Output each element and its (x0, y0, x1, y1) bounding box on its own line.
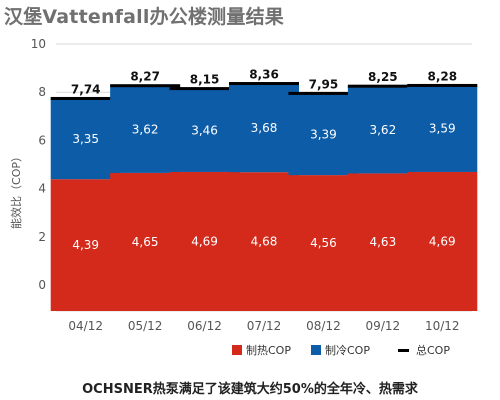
total-value-label: 8,27 (130, 70, 160, 84)
bar-cooling (407, 85, 478, 172)
bars: 4,39 3,35 7,74 4,65 3,62 8,27 4,69 3,46 8,15 4,68… (50, 68, 478, 311)
x-axis-ticks: 04/12 05/12 06/12 07/12 08/12 09/12 10/12 (68, 319, 459, 333)
total-marker (288, 91, 359, 95)
total-marker (110, 84, 181, 88)
bar-heating (50, 179, 121, 311)
bar-cooling (50, 98, 121, 180)
x-tick-label: 10/12 (425, 319, 460, 333)
cooling-value-label: 3,35 (72, 132, 99, 146)
bar-cooling (169, 88, 240, 172)
y-tick-label: 0 (38, 278, 46, 292)
legend-swatch (398, 349, 409, 352)
total-value-label: 7,95 (309, 77, 339, 91)
y-tick-label: 6 (38, 133, 46, 147)
y-axis-label: 能效比（COP） (9, 151, 23, 229)
legend: 制热COP 制冷COP 总COP (232, 343, 450, 357)
total-value-label: 8,25 (368, 70, 398, 84)
x-tick-label: 05/12 (128, 319, 163, 333)
bar-heating (169, 171, 240, 311)
heating-value-label: 4,68 (251, 235, 278, 249)
total-marker (229, 82, 299, 86)
heating-value-label: 4,39 (72, 238, 99, 252)
bar-cooling (288, 93, 359, 176)
bar-cooling (347, 86, 418, 174)
total-value-label: 8,28 (427, 69, 457, 83)
heating-value-label: 4,69 (191, 234, 218, 248)
x-tick-label: 08/12 (306, 319, 341, 333)
y-tick-label: 10 (31, 37, 46, 51)
chart-title: 汉堡Vattenfall办公楼测量结果 (4, 6, 284, 28)
legend-swatch (311, 345, 321, 355)
cooling-value-label: 3,46 (191, 123, 218, 137)
legend-label: 制冷COP (325, 344, 370, 357)
legend-label: 制热COP (246, 344, 291, 357)
bar-cooling (229, 83, 299, 173)
total-marker (169, 87, 240, 91)
x-tick-label: 07/12 (247, 319, 282, 333)
bar-heating (229, 172, 299, 311)
bar-heating (407, 171, 478, 311)
bar-heating (288, 175, 359, 311)
legend-swatch (232, 345, 242, 355)
cooling-value-label: 3,59 (429, 122, 456, 136)
x-tick-label: 09/12 (366, 319, 401, 333)
legend-item: 制冷COP (311, 344, 370, 357)
total-marker (347, 84, 418, 88)
heating-value-label: 4,63 (369, 235, 396, 249)
x-tick-label: 04/12 (68, 319, 103, 333)
total-value-label: 8,36 (249, 68, 279, 82)
bar-heating (110, 172, 181, 311)
legend-item: 总COP (398, 343, 450, 357)
legend-label: 总COP (416, 343, 450, 357)
legend-item: 制热COP (232, 344, 291, 357)
bar-cooling (110, 85, 181, 173)
cooling-value-label: 3,39 (310, 127, 337, 141)
bar-heating (347, 173, 418, 311)
y-axis-ticks: 0 2 4 6 8 10 (31, 37, 46, 292)
y-tick-label: 2 (38, 230, 46, 244)
total-marker (407, 83, 478, 87)
total-marker (50, 96, 121, 100)
heating-value-label: 4,65 (132, 235, 159, 249)
heating-value-label: 4,56 (310, 236, 337, 250)
chart-footer-caption: OCHSNER热泵满足了该建筑大约50%的全年冷、热需求 (82, 382, 418, 397)
total-value-label: 8,15 (190, 73, 220, 87)
heating-value-label: 4,69 (429, 234, 456, 248)
y-tick-label: 8 (38, 85, 46, 99)
y-tick-label: 4 (38, 182, 46, 196)
cooling-value-label: 3,62 (132, 122, 159, 136)
total-value-label: 7,74 (71, 82, 101, 96)
cooling-value-label: 3,62 (369, 123, 396, 137)
cooling-value-label: 3,68 (251, 121, 278, 135)
x-tick-label: 06/12 (187, 319, 222, 333)
